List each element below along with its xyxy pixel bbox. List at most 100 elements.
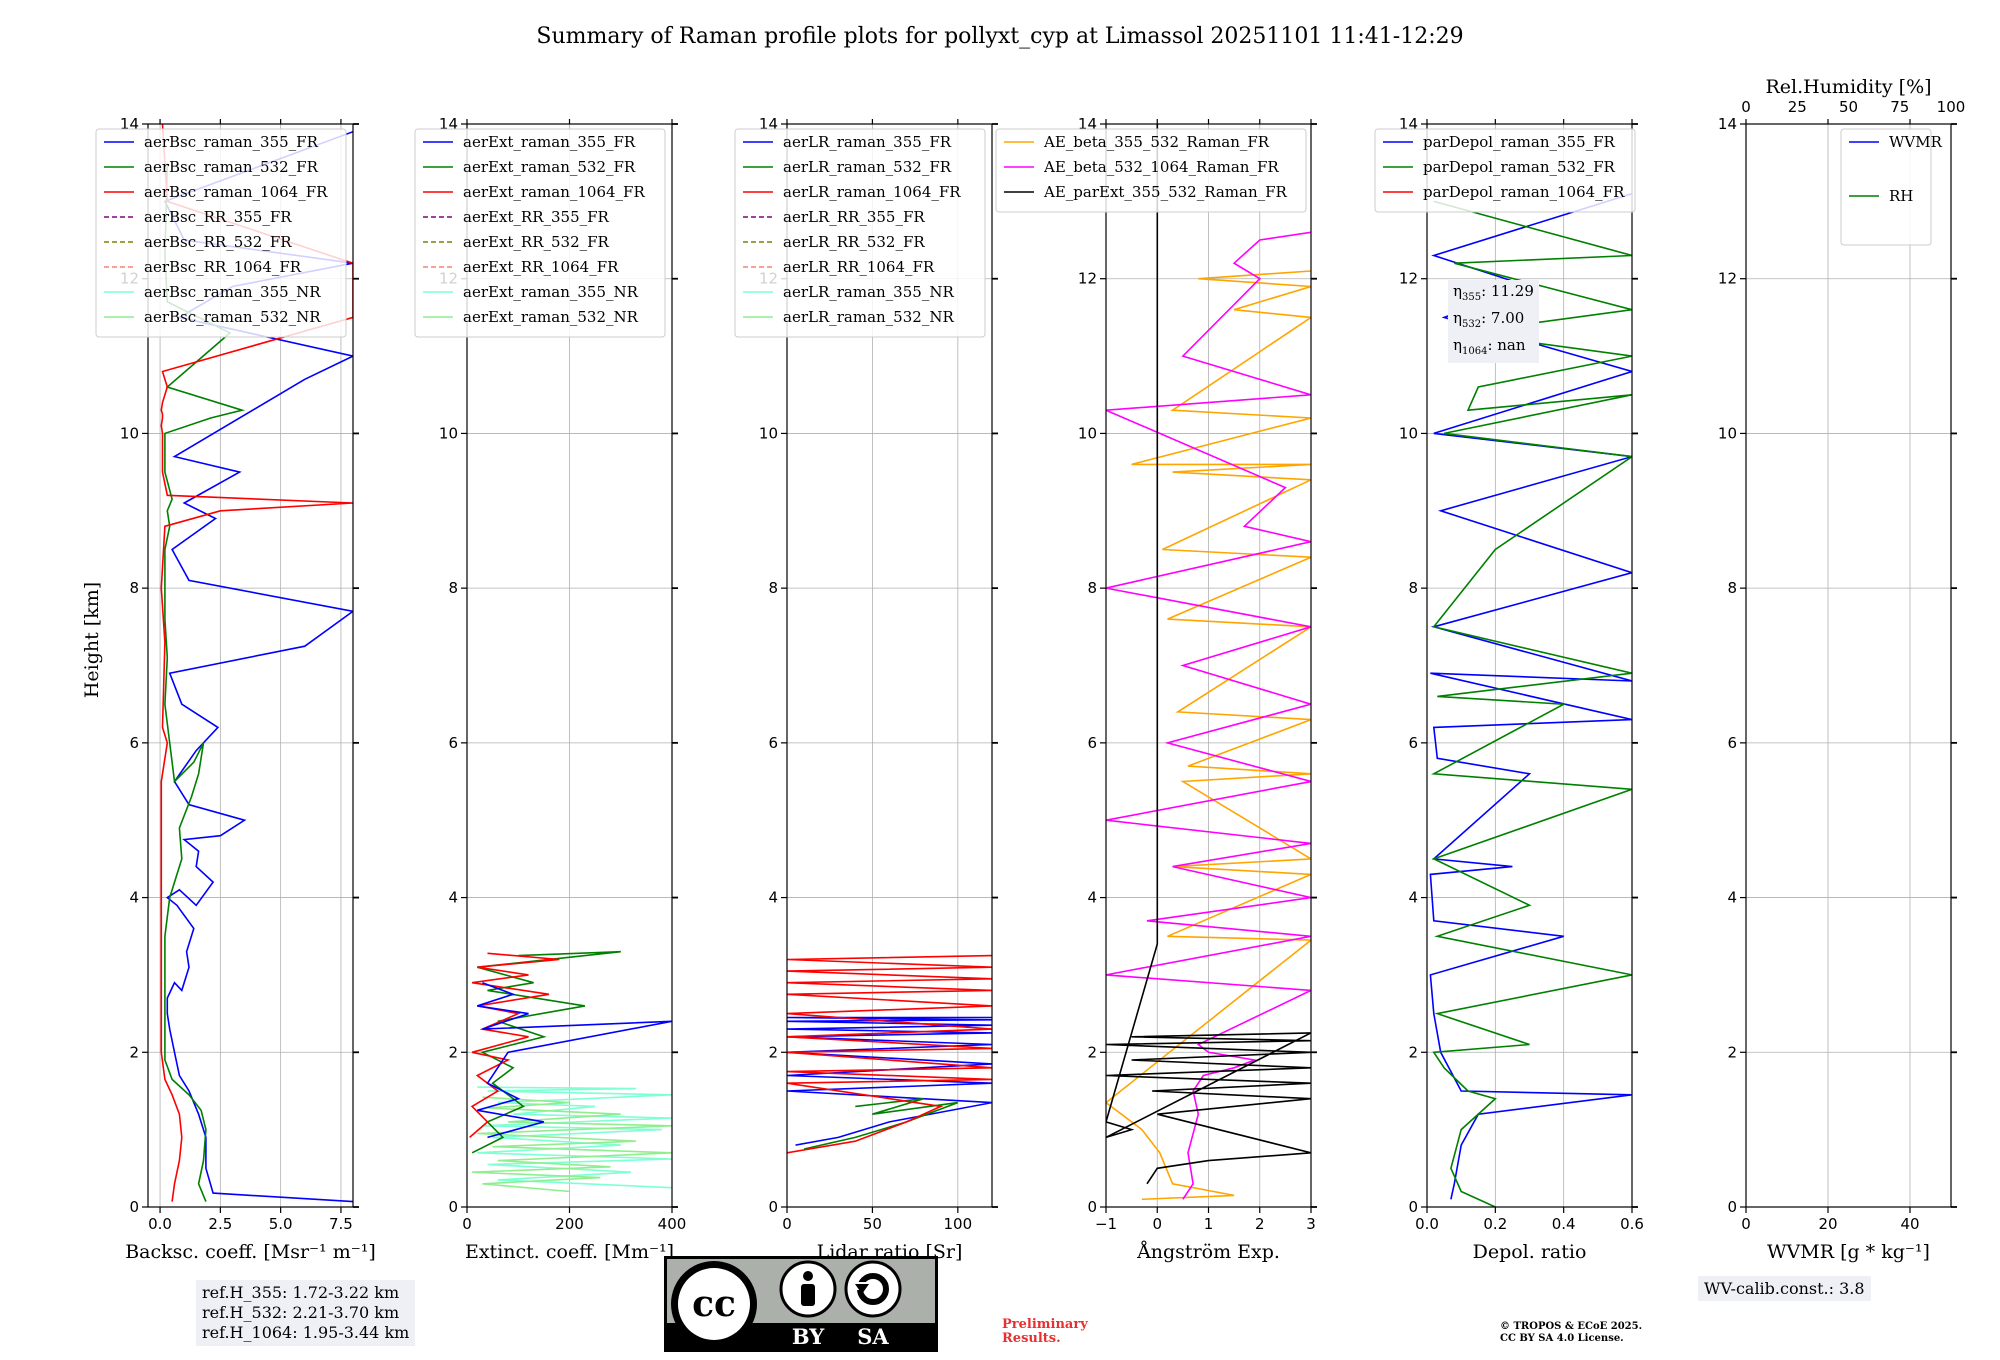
- x-tick-label: 40: [1900, 1215, 1919, 1233]
- legend-label: WVMR: [1889, 133, 1943, 151]
- panel-water_vapor: 0 20 40 0 2 4 6 8 10 12 14 WVMR [g * kg⁻¹] 0 25 50 75 10…: [1718, 76, 1965, 1263]
- legend-label: aerBsc_raman_1064_FR: [144, 183, 328, 201]
- x-tick-label: −1: [1095, 1215, 1117, 1233]
- y-tick-label: 8: [768, 579, 778, 597]
- y-tick-label: 12: [1399, 270, 1418, 288]
- legend-label: aerBsc_RR_532_FR: [144, 233, 292, 251]
- x-tick-label: 0: [1152, 1215, 1162, 1233]
- legend-box: [95, 128, 347, 338]
- legend-label: AE_beta_532_1064_Raman_FR: [1043, 158, 1279, 176]
- copyright-line-2: CC BY SA 4.0 License.: [1500, 1333, 1624, 1344]
- x-axis-label: Ångström Exp.: [1136, 1241, 1280, 1263]
- x-axis-label: Backsc. coeff. [Msr⁻¹ m⁻¹]: [125, 1241, 376, 1263]
- legend-label: AE_beta_355_532_Raman_FR: [1043, 133, 1270, 151]
- x-tick-label: 7.5: [329, 1215, 353, 1233]
- top-x-tick-label: 0: [1741, 98, 1751, 116]
- legend-box: [995, 128, 1307, 213]
- series-group: [1106, 124, 1311, 1201]
- y-tick-label: 4: [768, 889, 778, 907]
- legend-label: aerLR_RR_1064_FR: [783, 258, 935, 276]
- figure-title: Summary of Raman profile plots for polly…: [536, 24, 1463, 49]
- legend: aerExt_raman_355_FR aerExt_raman_532_FRae…: [414, 128, 666, 338]
- x-tick-label: 200: [555, 1215, 584, 1233]
- x-axis-label: Extinct. coeff. [Mm⁻¹]: [465, 1241, 674, 1263]
- y-tick-label: 0: [1087, 1198, 1097, 1216]
- legend-label: aerBsc_raman_532_FR: [144, 158, 319, 176]
- legend-label: aerLR_raman_532_NR: [783, 308, 954, 326]
- y-tick-label: 0: [129, 1198, 139, 1216]
- ref-height-532: ref.H_532: 2.21-3.70 km: [202, 1303, 400, 1322]
- y-tick-label: 10: [439, 424, 458, 442]
- y-tick-label: 8: [129, 579, 139, 597]
- x-tick-label: 0: [782, 1215, 792, 1233]
- legend-label: parDepol_raman_355_FR: [1423, 133, 1616, 151]
- y-tick-label: 4: [448, 889, 458, 907]
- series-line-aerExt_raman_355_NR: [477, 1086, 672, 1189]
- x-tick-label: 0.0: [1415, 1215, 1439, 1233]
- wv-calib-constant: WV-calib.const.: 3.8: [1698, 1276, 1871, 1301]
- x-axis-label: WVMR [g * kg⁻¹]: [1767, 1241, 1930, 1263]
- legend-label: aerExt_raman_532_FR: [463, 158, 636, 176]
- legend-box: [1840, 128, 1932, 246]
- y-tick-label: 14: [1718, 115, 1737, 133]
- y-tick-label: 10: [759, 424, 778, 442]
- y-tick-label: 4: [1087, 889, 1097, 907]
- legend-box: [414, 128, 666, 338]
- legend-label: aerLR_RR_355_FR: [783, 208, 925, 226]
- legend-label: aerLR_raman_355_NR: [783, 283, 954, 301]
- series-line-AE_beta_355_532_Raman_FR: [1106, 270, 1311, 1201]
- legend-label: parDepol_raman_532_FR: [1423, 158, 1616, 176]
- panel-lidar_ratio: 05010002468101214Lidar ratio [Sr]aerLR_r…: [734, 115, 998, 1263]
- legend-label: aerBsc_raman_532_NR: [144, 308, 321, 326]
- legend-label: aerExt_raman_532_NR: [463, 308, 639, 326]
- legend-label: aerLR_raman_355_FR: [783, 133, 952, 151]
- preliminary-line-1: Preliminary: [1002, 1317, 1088, 1332]
- eta-355: η355: 11.29: [1453, 282, 1534, 303]
- y-tick-label: 6: [1408, 734, 1418, 752]
- y-tick-label: 0: [1408, 1198, 1418, 1216]
- x-tick-label: 3: [1306, 1215, 1316, 1233]
- y-tick-label: 0: [1727, 1198, 1737, 1216]
- y-tick-label: 2: [1408, 1043, 1418, 1061]
- series-group: [469, 950, 672, 1193]
- eta-1064: η1064: nan: [1453, 336, 1526, 357]
- ref-height-355: ref.H_355: 1.72-3.22 km: [202, 1283, 400, 1302]
- x-tick-label: 0: [1741, 1215, 1751, 1233]
- series-line-AE_parExt_355_532_Raman_FR: [1106, 124, 1311, 1185]
- legend-label: aerBsc_RR_355_FR: [144, 208, 292, 226]
- legend-label: aerBsc_raman_355_FR: [144, 133, 319, 151]
- y-tick-label: 12: [1718, 270, 1737, 288]
- legend-label: aerExt_RR_1064_FR: [463, 258, 619, 276]
- legend: aerLR_raman_355_FR aerLR_raman_532_FR aerL…: [734, 128, 986, 338]
- x-tick-label: 400: [658, 1215, 687, 1233]
- y-tick-label: 4: [1408, 889, 1418, 907]
- x-tick-label: 100: [944, 1215, 973, 1233]
- series-line-parDepol_raman_532_FR: [1431, 200, 1632, 1207]
- eta-532: η532: 7.00: [1453, 309, 1525, 330]
- x-tick-label: 0.0: [148, 1215, 172, 1233]
- legend-label: aerLR_raman_532_FR: [783, 158, 952, 176]
- legend-label: aerLR_raman_1064_FR: [783, 183, 961, 201]
- y-tick-label: 2: [448, 1043, 458, 1061]
- y-tick-label: 6: [1727, 734, 1737, 752]
- by-text: BY: [792, 1324, 825, 1349]
- legend: WVMR RH: [1840, 128, 1943, 246]
- top-x-tick-label: 50: [1839, 98, 1858, 116]
- y-tick-label: 2: [1087, 1043, 1097, 1061]
- series-line-aerExt_raman_355_FR: [477, 981, 672, 1139]
- y-tick-label: 10: [1078, 424, 1097, 442]
- legend-label: parDepol_raman_1064_FR: [1423, 183, 1625, 201]
- panel-backscatter: 0.02.55.07.502468101214Backsc. coeff. [M…: [95, 115, 376, 1263]
- sa-text: SA: [857, 1324, 889, 1349]
- y-tick-label: 6: [448, 734, 458, 752]
- axes-frame: [1426, 123, 1633, 1208]
- top-x-tick-label: 75: [1890, 98, 1909, 116]
- top-x-tick-label: 100: [1937, 98, 1966, 116]
- legend: aerBsc_raman_355_FR aerBsc_raman_532_FRae…: [95, 128, 347, 338]
- x-tick-label: 0.4: [1552, 1215, 1576, 1233]
- y-tick-label: 12: [1078, 270, 1097, 288]
- y-tick-label: 10: [1399, 424, 1418, 442]
- y-tick-label: 8: [1087, 579, 1097, 597]
- reference-heights-box: ref.H_355: 1.72-3.22 km ref.H_532: 2.21-…: [196, 1280, 416, 1346]
